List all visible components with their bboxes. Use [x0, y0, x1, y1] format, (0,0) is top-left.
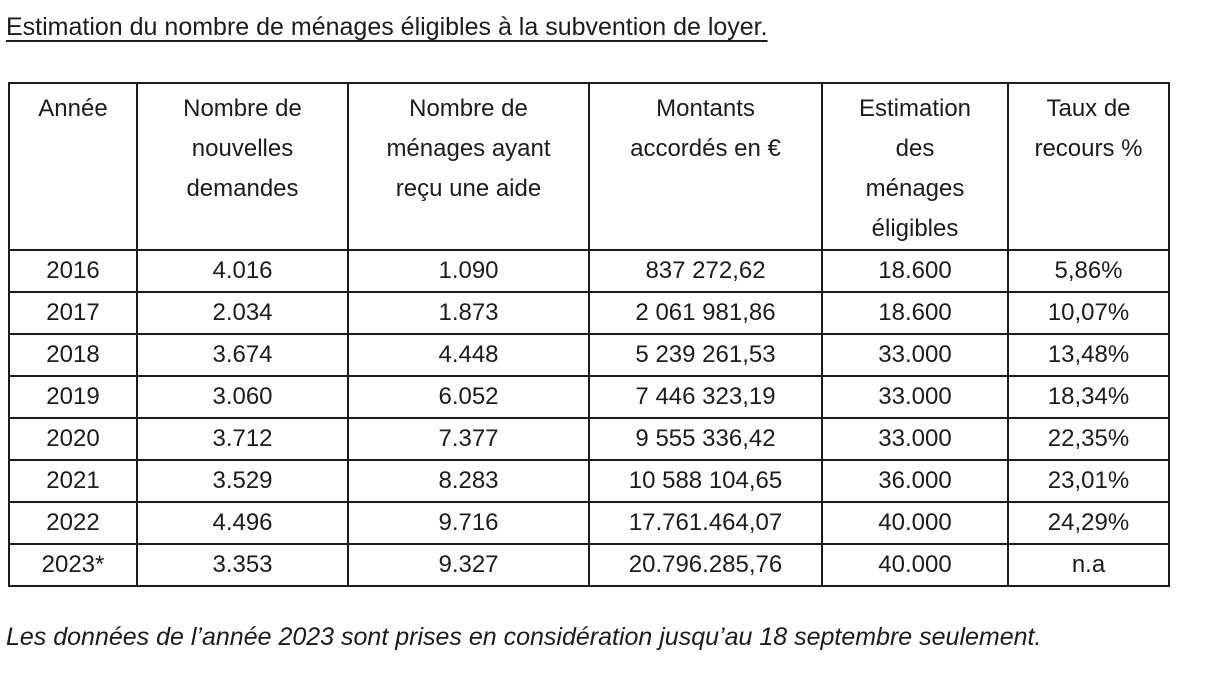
cell-year: 2023*	[8, 543, 138, 587]
cell-taux: 13,48%	[1007, 333, 1170, 377]
column-header-line: éligibles	[871, 215, 959, 242]
column-header-line: reçu une aide	[395, 175, 542, 202]
table-row: 2021 3.529 8.283 10 588 104,65 36.000 23…	[8, 459, 1170, 503]
cell-montant: 17.761.464,07	[588, 501, 823, 545]
cell-year: 2021	[8, 459, 138, 503]
cell-demandes: 4.016	[136, 249, 349, 293]
table-row: 2023* 3.353 9.327 20.796.285,76 40.000 n…	[8, 543, 1170, 587]
column-header-line: Année	[38, 95, 108, 122]
cell-demandes: 3.529	[136, 459, 349, 503]
cell-aides: 4.448	[347, 333, 590, 377]
cell-estimation: 40.000	[821, 543, 1009, 587]
cell-year: 2016	[8, 249, 138, 293]
column-header-line: Taux de	[1046, 95, 1131, 122]
cell-demandes: 3.712	[136, 417, 349, 461]
cell-year: 2019	[8, 375, 138, 419]
footnote: Les données de l’année 2023 sont prises …	[6, 623, 1042, 651]
column-header-estimation-eligibles: Estimation des ménages éligibles	[821, 82, 1009, 251]
cell-montant: 20.796.285,76	[588, 543, 823, 587]
column-header-line: Estimation	[858, 95, 972, 122]
cell-estimation: 18.600	[821, 249, 1009, 293]
cell-taux: 23,01%	[1007, 459, 1170, 503]
column-header-annee: Année	[8, 82, 138, 251]
cell-montant: 837 272,62	[588, 249, 823, 293]
cell-year: 2018	[8, 333, 138, 377]
cell-estimation: 33.000	[821, 417, 1009, 461]
cell-aides: 7.377	[347, 417, 590, 461]
cell-demandes: 3.674	[136, 333, 349, 377]
eligibility-table: Année Nombre de nouvelles demandes Nombr…	[8, 82, 1170, 587]
cell-estimation: 33.000	[821, 333, 1009, 377]
table-row: 2018 3.674 4.448 5 239 261,53 33.000 13,…	[8, 333, 1170, 377]
cell-montant: 10 588 104,65	[588, 459, 823, 503]
cell-aides: 9.327	[347, 543, 590, 587]
column-header-line: ménages	[865, 175, 965, 202]
table-header: Année Nombre de nouvelles demandes Nombr…	[8, 82, 1170, 251]
cell-demandes: 2.034	[136, 291, 349, 335]
column-header-line: accordés en €	[630, 135, 781, 162]
column-header-line: demandes	[186, 175, 299, 202]
cell-montant: 2 061 981,86	[588, 291, 823, 335]
column-header-line: recours %	[1034, 135, 1143, 162]
cell-demandes: 4.496	[136, 501, 349, 545]
cell-estimation: 18.600	[821, 291, 1009, 335]
column-header-montants: Montants accordés en €	[588, 82, 823, 251]
cell-montant: 7 446 323,19	[588, 375, 823, 419]
column-header-menages-aide: Nombre de ménages ayant reçu une aide	[347, 82, 590, 251]
column-header-line: Nombre de	[183, 95, 302, 122]
column-header-nouvelles-demandes: Nombre de nouvelles demandes	[136, 82, 349, 251]
column-header-line: des	[895, 135, 935, 162]
cell-estimation: 36.000	[821, 459, 1009, 503]
cell-taux: 18,34%	[1007, 375, 1170, 419]
table-body: 2016 4.016 1.090 837 272,62 18.600 5,86%…	[8, 249, 1170, 587]
cell-taux: n.a	[1007, 543, 1170, 587]
cell-aides: 6.052	[347, 375, 590, 419]
cell-aides: 9.716	[347, 501, 590, 545]
cell-demandes: 3.353	[136, 543, 349, 587]
column-header-line: Nombre de	[409, 95, 528, 122]
table-row: 2017 2.034 1.873 2 061 981,86 18.600 10,…	[8, 291, 1170, 335]
cell-taux: 10,07%	[1007, 291, 1170, 335]
table-row: 2022 4.496 9.716 17.761.464,07 40.000 24…	[8, 501, 1170, 545]
cell-estimation: 40.000	[821, 501, 1009, 545]
header-row: Année Nombre de nouvelles demandes Nombr…	[8, 82, 1170, 251]
cell-taux: 24,29%	[1007, 501, 1170, 545]
cell-aides: 8.283	[347, 459, 590, 503]
cell-aides: 1.873	[347, 291, 590, 335]
cell-taux: 22,35%	[1007, 417, 1170, 461]
cell-montant: 9 555 336,42	[588, 417, 823, 461]
cell-year: 2017	[8, 291, 138, 335]
column-header-line: Montants	[656, 95, 755, 122]
page-title: Estimation du nombre de ménages éligible…	[6, 13, 768, 41]
column-header-line: ménages ayant	[386, 135, 551, 162]
cell-aides: 1.090	[347, 249, 590, 293]
column-header-taux-recours: Taux de recours %	[1007, 82, 1170, 251]
column-header-line: nouvelles	[191, 135, 294, 162]
table-row: 2016 4.016 1.090 837 272,62 18.600 5,86%	[8, 249, 1170, 293]
cell-estimation: 33.000	[821, 375, 1009, 419]
cell-taux: 5,86%	[1007, 249, 1170, 293]
table-row: 2019 3.060 6.052 7 446 323,19 33.000 18,…	[8, 375, 1170, 419]
cell-year: 2020	[8, 417, 138, 461]
cell-montant: 5 239 261,53	[588, 333, 823, 377]
cell-demandes: 3.060	[136, 375, 349, 419]
table-row: 2020 3.712 7.377 9 555 336,42 33.000 22,…	[8, 417, 1170, 461]
cell-year: 2022	[8, 501, 138, 545]
